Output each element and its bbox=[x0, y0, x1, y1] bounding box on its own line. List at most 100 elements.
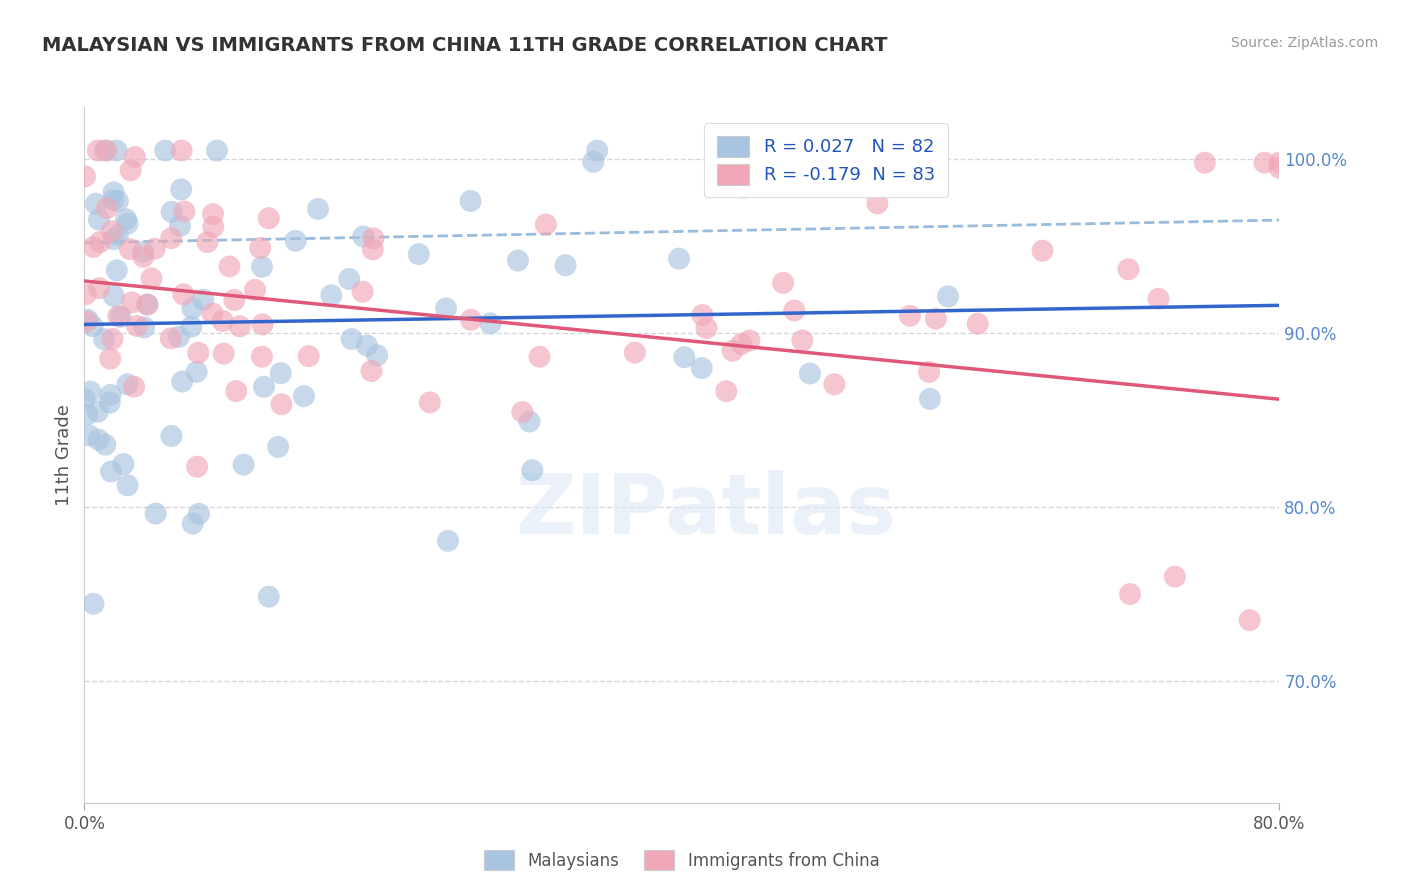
Point bbox=[89, 281, 111, 295]
Point bbox=[321, 288, 343, 302]
Point bbox=[186, 365, 208, 379]
Point bbox=[117, 217, 139, 231]
Point bbox=[112, 457, 135, 471]
Point bbox=[252, 318, 274, 332]
Point bbox=[918, 365, 941, 379]
Point bbox=[799, 367, 821, 381]
Point bbox=[143, 242, 166, 256]
Point bbox=[337, 272, 360, 286]
Point bbox=[201, 306, 224, 320]
Point bbox=[160, 231, 183, 245]
Point bbox=[212, 346, 235, 360]
Point bbox=[107, 227, 129, 242]
Point bbox=[115, 212, 138, 227]
Point bbox=[218, 260, 240, 274]
Point bbox=[460, 194, 482, 208]
Point bbox=[506, 253, 529, 268]
Point bbox=[191, 293, 214, 307]
Point bbox=[101, 193, 124, 207]
Point bbox=[110, 310, 132, 324]
Point bbox=[172, 375, 194, 389]
Point bbox=[366, 348, 388, 362]
Point bbox=[690, 308, 713, 322]
Point bbox=[224, 293, 246, 307]
Point bbox=[188, 507, 211, 521]
Point bbox=[105, 144, 128, 158]
Point bbox=[352, 229, 374, 244]
Point bbox=[122, 380, 145, 394]
Point bbox=[730, 337, 752, 351]
Point bbox=[534, 218, 557, 232]
Point bbox=[823, 377, 845, 392]
Legend: Malaysians, Immigrants from China: Malaysians, Immigrants from China bbox=[475, 842, 889, 878]
Point bbox=[721, 343, 744, 358]
Point bbox=[205, 144, 228, 158]
Point bbox=[232, 458, 254, 472]
Point bbox=[624, 345, 647, 359]
Point bbox=[925, 311, 948, 326]
Point bbox=[460, 313, 482, 327]
Point bbox=[103, 186, 125, 200]
Point bbox=[733, 180, 755, 194]
Point bbox=[249, 241, 271, 255]
Point bbox=[181, 301, 204, 316]
Point bbox=[1253, 155, 1275, 169]
Point bbox=[1164, 569, 1187, 583]
Point bbox=[792, 334, 814, 348]
Point bbox=[1031, 244, 1053, 258]
Point bbox=[510, 405, 533, 419]
Point bbox=[100, 465, 122, 479]
Point bbox=[132, 244, 155, 259]
Point bbox=[76, 312, 98, 326]
Point bbox=[253, 380, 276, 394]
Point bbox=[257, 590, 280, 604]
Point bbox=[83, 597, 105, 611]
Point bbox=[229, 319, 252, 334]
Point bbox=[419, 395, 441, 409]
Point bbox=[94, 144, 117, 158]
Point bbox=[76, 408, 98, 422]
Point bbox=[966, 317, 988, 331]
Point bbox=[87, 433, 110, 447]
Point bbox=[918, 392, 941, 406]
Point bbox=[1119, 587, 1142, 601]
Point bbox=[197, 235, 219, 249]
Point bbox=[145, 507, 167, 521]
Point bbox=[202, 219, 225, 234]
Point bbox=[79, 384, 101, 399]
Point bbox=[136, 297, 159, 311]
Point bbox=[519, 415, 541, 429]
Point bbox=[73, 169, 96, 184]
Point bbox=[292, 389, 315, 403]
Point bbox=[522, 463, 544, 477]
Point bbox=[98, 351, 121, 366]
Point bbox=[103, 232, 125, 246]
Point bbox=[250, 350, 273, 364]
Point bbox=[77, 428, 100, 442]
Point bbox=[136, 297, 159, 311]
Point bbox=[586, 144, 609, 158]
Point bbox=[125, 318, 148, 333]
Point bbox=[87, 404, 110, 418]
Point bbox=[82, 319, 104, 334]
Point bbox=[96, 201, 118, 215]
Point bbox=[363, 231, 385, 245]
Point bbox=[437, 533, 460, 548]
Point bbox=[298, 349, 321, 363]
Point bbox=[225, 384, 247, 398]
Point bbox=[117, 478, 139, 492]
Point bbox=[160, 204, 183, 219]
Point bbox=[267, 440, 290, 454]
Point bbox=[160, 429, 183, 443]
Text: MALAYSIAN VS IMMIGRANTS FROM CHINA 11TH GRADE CORRELATION CHART: MALAYSIAN VS IMMIGRANTS FROM CHINA 11TH … bbox=[42, 36, 887, 54]
Point bbox=[479, 317, 502, 331]
Point bbox=[169, 219, 191, 233]
Point bbox=[673, 350, 696, 364]
Point bbox=[94, 437, 117, 451]
Point bbox=[134, 320, 156, 334]
Point bbox=[100, 224, 122, 238]
Point bbox=[211, 314, 233, 328]
Point bbox=[132, 250, 155, 264]
Point bbox=[181, 516, 204, 531]
Point bbox=[360, 364, 382, 378]
